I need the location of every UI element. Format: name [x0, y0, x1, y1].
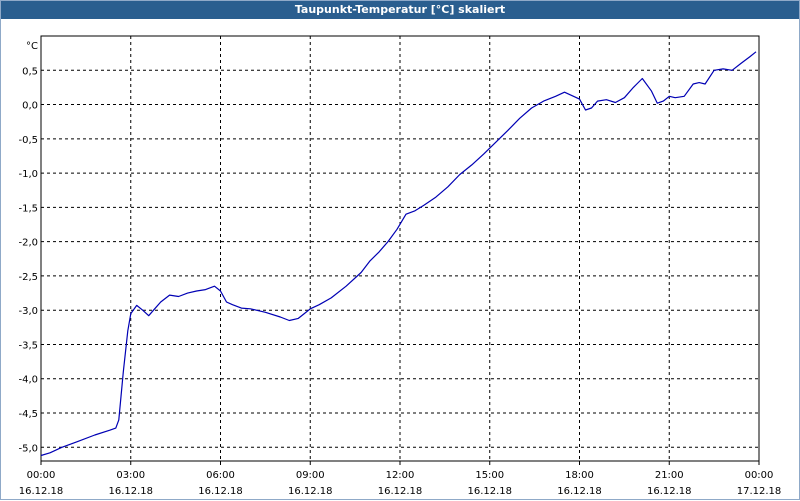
- x-tick-date-label: 16.12.18: [108, 486, 153, 497]
- x-tick-time-label: 00:00: [745, 470, 774, 481]
- y-tick-label: 0,0: [22, 101, 38, 112]
- x-tick-date-label: 16.12.18: [647, 486, 692, 497]
- y-tick-label: -2,0: [18, 238, 38, 249]
- y-tick-label: -0,5: [18, 135, 38, 146]
- y-tick-label: 0,5: [22, 66, 38, 77]
- y-tick-label: -3,0: [18, 306, 38, 317]
- y-tick-label: -2,5: [18, 272, 38, 283]
- x-tick-date-label: 16.12.18: [288, 486, 333, 497]
- x-tick-time-label: 21:00: [655, 470, 684, 481]
- x-tick-time-label: 09:00: [296, 470, 325, 481]
- x-tick-date-label: 17.12.18: [737, 486, 782, 497]
- window-title: Taupunkt-Temperatur [°C] skaliert: [1, 1, 799, 19]
- x-tick-date-label: 16.12.18: [19, 486, 64, 497]
- x-tick-date-label: 16.12.18: [378, 486, 423, 497]
- x-tick-time-label: 15:00: [475, 470, 504, 481]
- y-tick-label: -4,0: [18, 375, 38, 386]
- x-tick-time-label: 06:00: [206, 470, 235, 481]
- y-axis-unit: °C: [26, 41, 38, 52]
- y-tick-label: -1,5: [18, 203, 38, 214]
- y-tick-label: -1,0: [18, 169, 38, 180]
- x-tick-date-label: 16.12.18: [467, 486, 512, 497]
- x-tick-time-label: 03:00: [116, 470, 145, 481]
- x-tick-date-label: 16.12.18: [198, 486, 243, 497]
- y-tick-label: -4,5: [18, 409, 38, 420]
- x-tick-time-label: 18:00: [565, 470, 594, 481]
- series-line: [40, 51, 757, 457]
- y-tick-label: -3,5: [18, 340, 38, 351]
- y-tick-label: -5,0: [18, 443, 38, 454]
- x-tick-time-label: 00:00: [27, 470, 56, 481]
- x-tick-time-label: 12:00: [386, 470, 415, 481]
- x-tick-date-label: 16.12.18: [557, 486, 602, 497]
